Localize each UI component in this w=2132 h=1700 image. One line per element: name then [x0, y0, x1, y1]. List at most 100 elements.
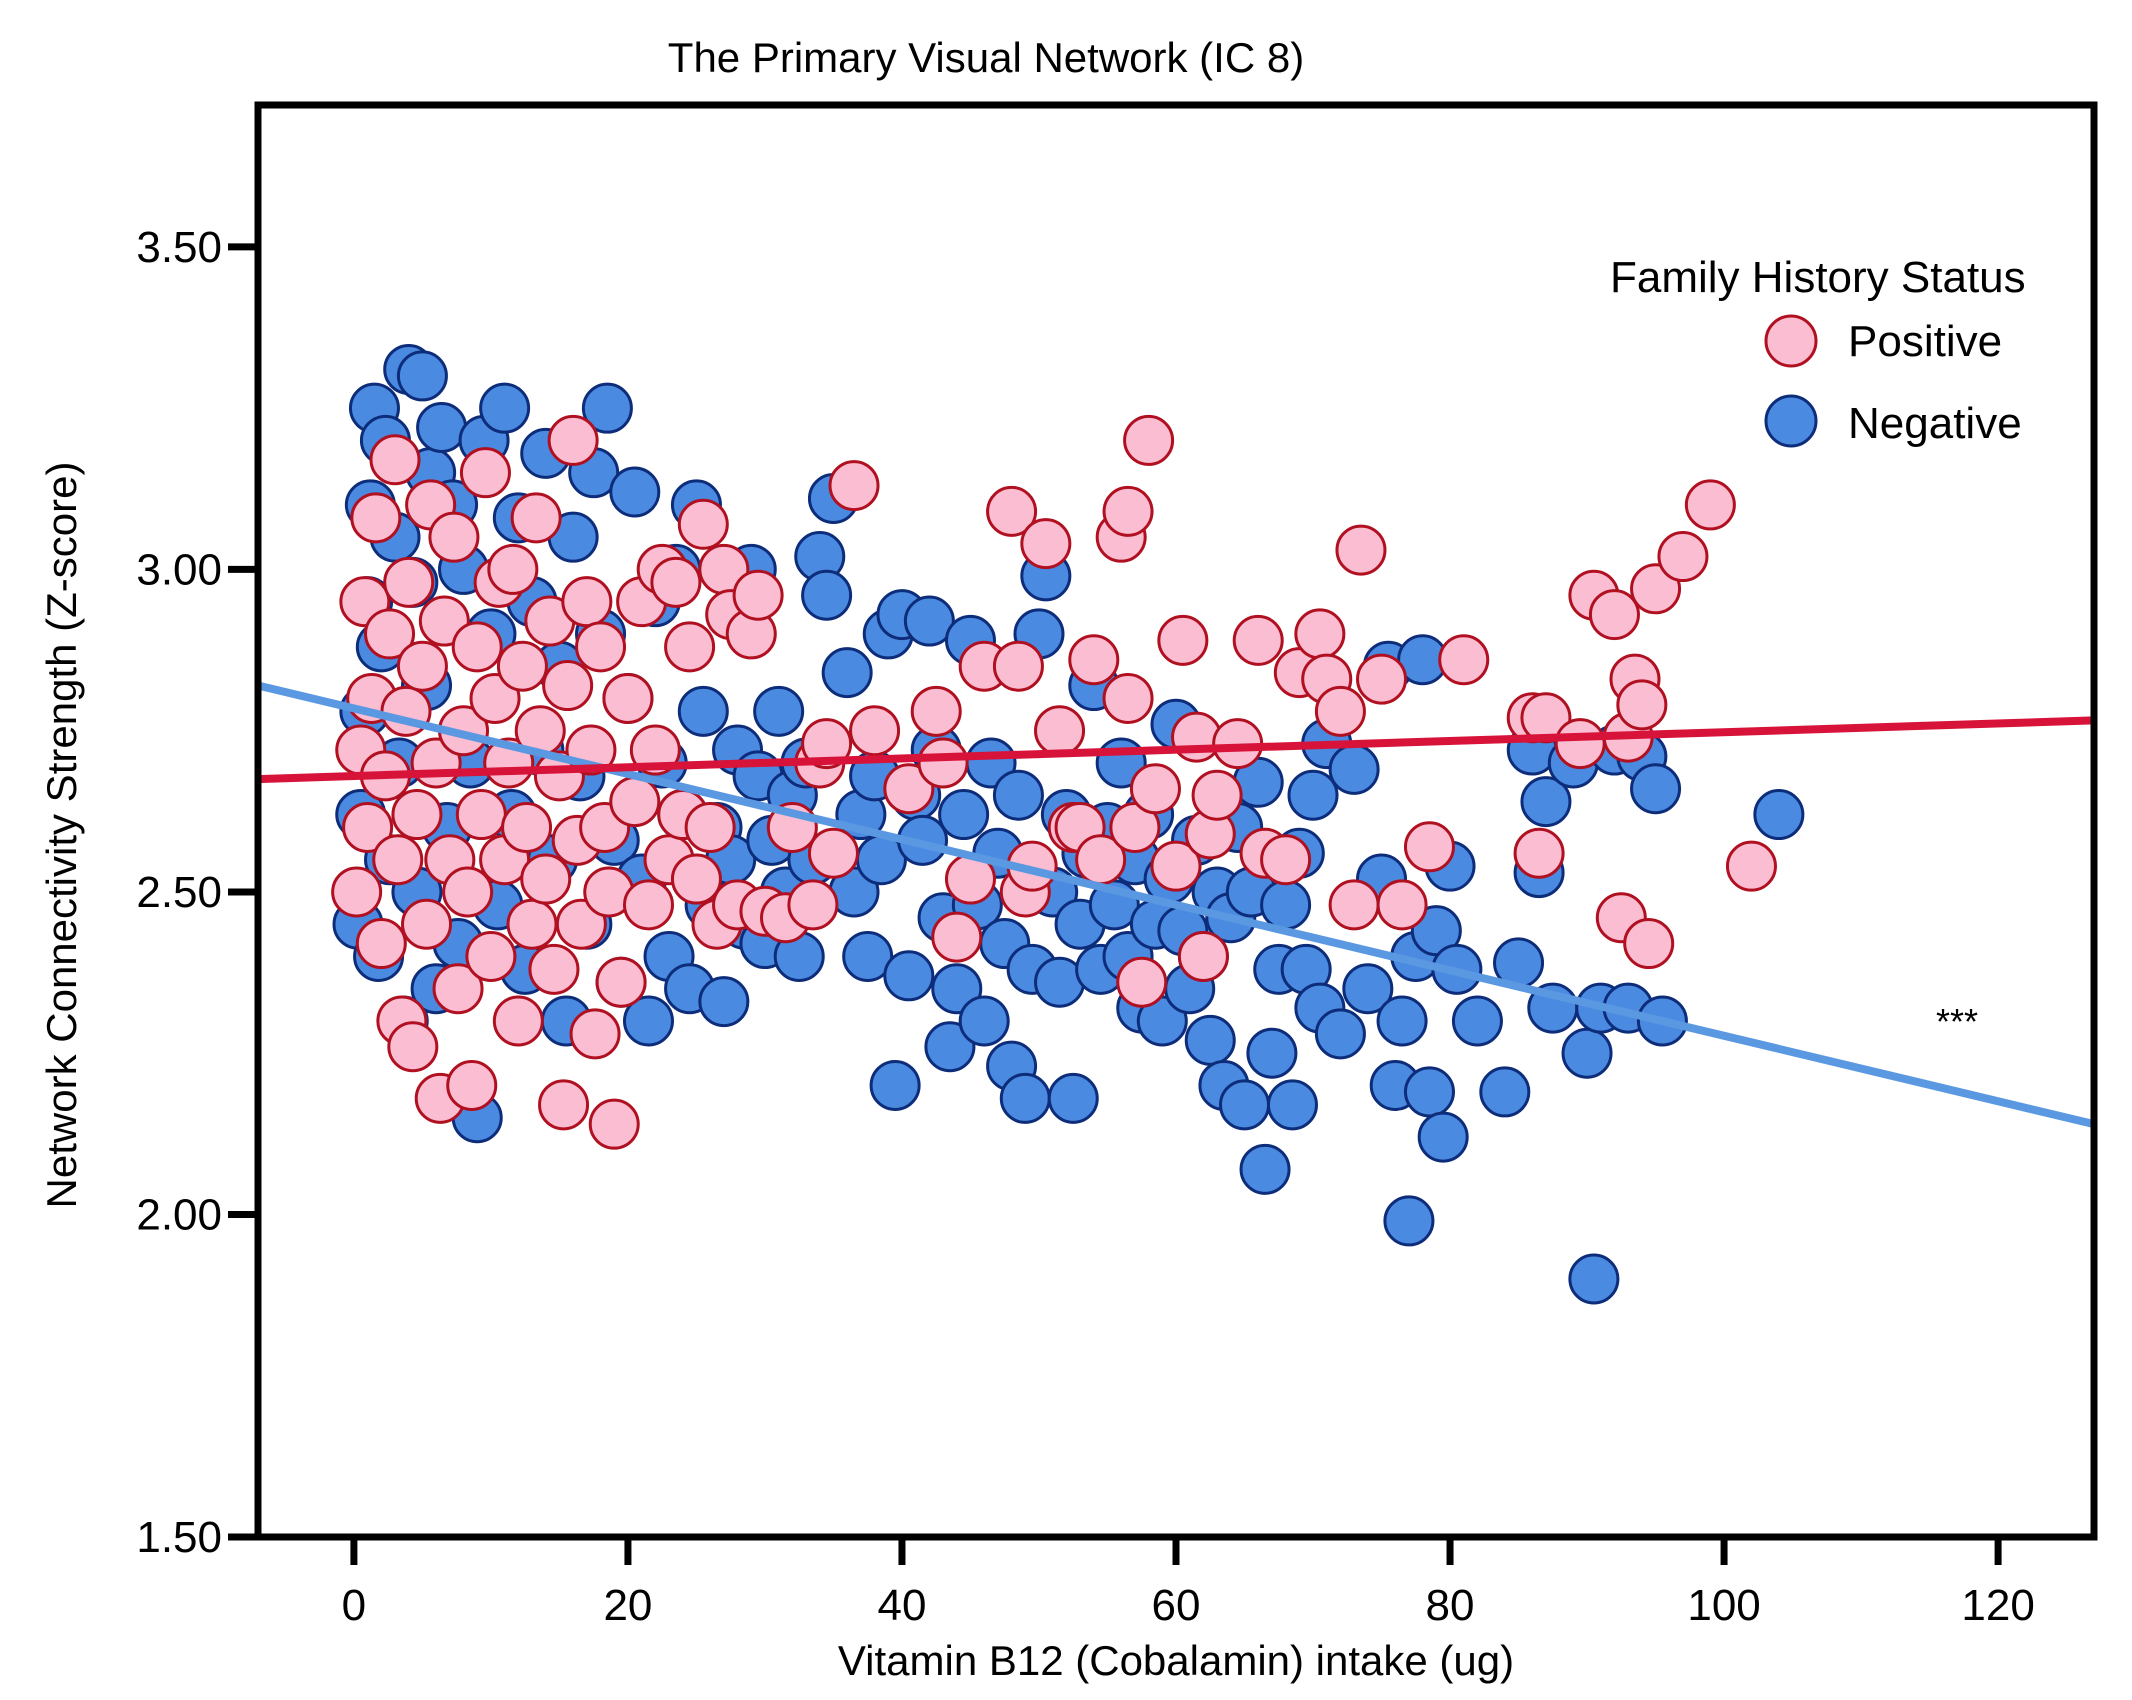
x-tick-label: 20 [603, 1581, 652, 1630]
data-point-positive [1177, 930, 1229, 982]
legend: Family History Status Positive Negative [1610, 253, 2026, 448]
data-point-positive [1335, 524, 1387, 576]
data-point-positive [992, 640, 1044, 692]
data-point-negative [1342, 963, 1394, 1015]
data-point-positive [510, 492, 562, 544]
data-point-positive [401, 898, 453, 950]
trend-line-positive [257, 716, 2095, 784]
data-point-negative [1417, 1111, 1469, 1163]
data-point-positive [1034, 705, 1086, 757]
data-point-negative [801, 569, 853, 621]
chart-title: The Primary Visual Network (IC 8) [668, 34, 1304, 81]
data-point-positive [506, 898, 558, 950]
data-point-negative [622, 995, 674, 1047]
data-point-positive [1102, 485, 1154, 537]
legend-label-positive: Positive [1848, 317, 2002, 366]
data-point-positive [595, 956, 647, 1008]
data-point-positive [917, 737, 969, 789]
data-point-negative [1260, 879, 1312, 931]
data-point-negative [1520, 776, 1572, 828]
data-point-negative [479, 382, 531, 434]
x-tick-label: 120 [1961, 1581, 2034, 1630]
data-point-positive [609, 776, 661, 828]
data-point-positive [391, 789, 443, 841]
data-point-positive [1554, 718, 1606, 770]
data-point-positive [428, 511, 480, 563]
data-point-negative [958, 995, 1010, 1047]
series-positive-points [331, 414, 1777, 1150]
data-point-positive [369, 434, 421, 486]
y-tick-label: 2.00 [136, 1190, 222, 1239]
data-point-positive [342, 801, 394, 853]
data-point-negative [1328, 743, 1380, 795]
data-point-positive [1328, 879, 1380, 931]
data-point-negative [992, 769, 1044, 821]
data-point-positive [787, 879, 839, 931]
data-point-negative [1246, 1027, 1298, 1079]
data-point-positive [670, 853, 722, 905]
data-point-negative [883, 950, 935, 1002]
data-point-negative [1287, 769, 1339, 821]
x-tick-label: 40 [877, 1581, 926, 1630]
data-point-positive [350, 492, 402, 544]
y-axis-title: Network Connectivity Strength (Z-score) [38, 462, 85, 1209]
y-tick-label: 3.00 [136, 545, 222, 594]
legend-marker-positive [1764, 314, 1818, 368]
data-point-negative [1451, 995, 1503, 1047]
data-point-negative [842, 930, 894, 982]
data-point-negative [1479, 1066, 1531, 1118]
data-point-positive [807, 827, 859, 879]
data-point-positive [1020, 518, 1072, 570]
data-point-positive [1376, 879, 1428, 931]
data-point-positive [1513, 827, 1565, 879]
data-point-positive [520, 853, 572, 905]
legend-marker-negative [1764, 394, 1818, 448]
data-point-positive [1616, 679, 1668, 731]
data-point-positive [1123, 414, 1175, 466]
data-point-positive [849, 705, 901, 757]
data-point-positive [496, 640, 548, 692]
data-point-positive [442, 866, 494, 918]
data-point-negative [581, 382, 633, 434]
y-tick-label: 1.50 [136, 1513, 222, 1562]
x-tick-label: 60 [1152, 1581, 1201, 1630]
data-point-negative [1266, 1079, 1318, 1131]
data-point-positive [1684, 479, 1736, 531]
data-point-negative [698, 976, 750, 1028]
data-point-positive [664, 621, 716, 673]
data-point-positive [910, 685, 962, 737]
data-point-positive [1356, 653, 1408, 705]
data-point-positive [1232, 614, 1284, 666]
data-point-positive [487, 543, 539, 595]
data-point-positive [1150, 840, 1202, 892]
data-point-negative [903, 595, 955, 647]
data-point-positive [492, 995, 544, 1047]
data-point-negative [1403, 1066, 1455, 1118]
data-point-positive [396, 640, 448, 692]
data-point-negative [1219, 1079, 1271, 1131]
data-point-negative [1568, 1253, 1620, 1305]
data-point-negative [924, 1021, 976, 1073]
data-point-positive [569, 1008, 621, 1060]
data-point-positive [455, 789, 507, 841]
data-point-positive [465, 930, 517, 982]
data-point-negative [1630, 763, 1682, 815]
data-point-positive [364, 608, 416, 660]
data-point-positive [446, 1059, 498, 1111]
data-point-positive [1294, 608, 1346, 660]
data-point-positive [801, 718, 853, 770]
data-point-negative [821, 647, 873, 699]
data-point-positive [677, 498, 729, 550]
data-point-positive [622, 879, 674, 931]
data-point-positive [387, 1021, 439, 1073]
data-point-positive [828, 460, 880, 512]
data-point-negative [396, 350, 448, 402]
x-tick-label: 100 [1687, 1581, 1760, 1630]
y-tick-label: 3.50 [136, 223, 222, 272]
y-axis: 1.50 2.00 2.50 3.00 3.50 [136, 223, 258, 1562]
data-point-positive [1157, 614, 1209, 666]
data-point-positive [547, 414, 599, 466]
data-point-negative [1314, 1008, 1366, 1060]
trend-line-negative [257, 681, 2095, 1129]
x-axis-title: Vitamin B12 (Cobalamin) intake (ug) [838, 1637, 1514, 1684]
